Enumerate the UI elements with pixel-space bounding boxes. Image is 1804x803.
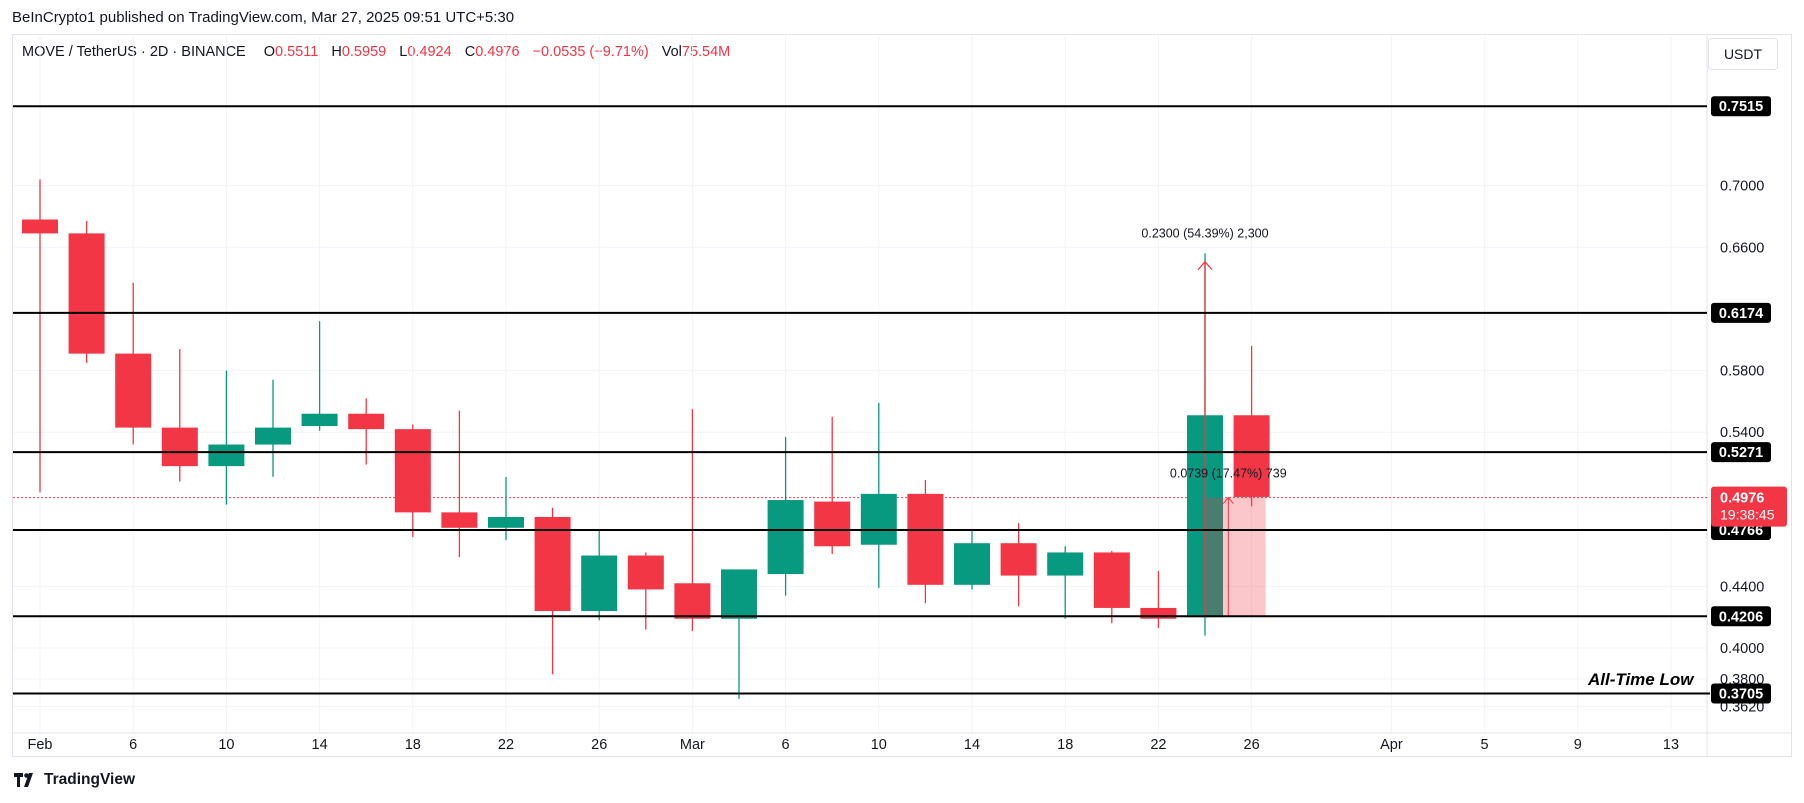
x-tick-label: 26 <box>1244 737 1260 753</box>
symbol-legend: MOVE / TetherUS · 2D · BINANCE O0.5511 H… <box>22 44 739 60</box>
x-tick-label: Mar <box>680 737 705 753</box>
publisher-line: BeInCrypto1 published on TradingView.com… <box>12 9 515 26</box>
candle-body <box>860 493 897 545</box>
all-time-low-annotation: All-Time Low <box>1588 670 1694 689</box>
candle-body <box>488 516 524 528</box>
level-badge <box>1711 302 1771 323</box>
x-tick-label: 9 <box>1574 737 1582 753</box>
candle-body <box>1000 543 1037 576</box>
level-badge <box>1711 442 1771 463</box>
x-tick-label: 14 <box>964 737 980 753</box>
last-price-label: 0.4976 <box>1720 491 1764 507</box>
candle-body <box>581 555 618 612</box>
x-tick-label: 10 <box>871 737 887 753</box>
measure-arrow-head <box>1197 260 1213 271</box>
low-label: L <box>399 44 408 60</box>
close-value: 0.4976 <box>475 44 520 60</box>
x-tick-label: 18 <box>405 737 421 753</box>
x-tick-label: 10 <box>218 737 234 753</box>
tradingview-brand[interactable]: TradingView <box>14 771 135 789</box>
x-tick-label: Feb <box>28 737 53 753</box>
candle-body <box>208 444 245 467</box>
y-tick-label: 0.4000 <box>1720 641 1764 657</box>
candle-body <box>1233 415 1270 497</box>
high-label: H <box>331 44 342 60</box>
close-label: C <box>464 44 476 60</box>
last-price-badge <box>1711 486 1787 527</box>
symbol-title[interactable]: MOVE / TetherUS · 2D · BINANCE <box>22 44 246 60</box>
candle-body <box>441 512 478 528</box>
x-tick-label: 18 <box>1057 737 1073 753</box>
volume-label: Vol <box>661 44 682 60</box>
x-tick-label: 22 <box>1150 737 1166 753</box>
level-badge-label: 0.7515 <box>1719 99 1763 115</box>
level-badge-label: 0.6174 <box>1719 306 1763 322</box>
currency-button[interactable]: USDT <box>1708 38 1778 70</box>
candle-body <box>394 429 431 513</box>
candle-body <box>68 233 105 354</box>
change-value: −0.0535 (−9.71%) <box>532 44 649 60</box>
candle-body <box>627 555 664 590</box>
x-tick-label: 6 <box>782 737 790 753</box>
candle-body <box>348 413 385 430</box>
x-tick-label: 6 <box>129 737 137 753</box>
level-badge <box>1711 606 1771 627</box>
level-badge <box>1711 96 1771 117</box>
y-tick-label: 0.3620 <box>1720 700 1764 716</box>
level-badge-label: 0.4206 <box>1719 609 1763 625</box>
candle-body <box>814 501 851 547</box>
candle-body <box>255 427 291 445</box>
candle-body <box>721 569 757 619</box>
measure-range-arrow-head <box>1222 496 1234 504</box>
x-tick-label: 26 <box>591 737 607 753</box>
x-tick-label: 22 <box>498 737 514 753</box>
x-tick-label: 13 <box>1663 737 1679 753</box>
volume-value: 75.54M <box>681 44 731 60</box>
x-tick-label: 5 <box>1481 737 1489 753</box>
x-tick-label: Apr <box>1380 737 1403 753</box>
open-label: O <box>263 44 276 60</box>
candle-body <box>22 219 58 234</box>
tradingview-logo-icon <box>14 773 33 787</box>
candle-body <box>115 353 152 428</box>
candle-body <box>954 543 990 585</box>
measure-label-2: 0.0739 (17.47%) 739 <box>1170 467 1287 481</box>
y-tick-label: 0.6600 <box>1720 240 1764 256</box>
measure-range-box <box>1203 497 1266 617</box>
candle-body <box>767 500 804 575</box>
low-value: 0.4924 <box>407 44 452 60</box>
y-tick-label: 0.7000 <box>1720 179 1764 195</box>
brand-name: TradingView <box>44 771 136 788</box>
candle-body <box>907 493 944 585</box>
candle-body <box>1047 552 1084 576</box>
candle-body <box>674 583 711 619</box>
measure-label-1: 0.2300 (54.39%) 2,300 <box>1141 227 1268 241</box>
candle-body <box>301 413 338 427</box>
candle-body <box>1140 607 1177 619</box>
level-badge-label: 0.4766 <box>1719 523 1763 539</box>
open-value: 0.5511 <box>275 44 319 60</box>
chart-frame <box>12 34 1792 757</box>
y-tick-label: 0.5400 <box>1720 425 1764 441</box>
level-badge <box>1711 683 1771 704</box>
candle-body <box>534 516 571 612</box>
y-tick-label: 0.5800 <box>1720 364 1764 380</box>
high-value: 0.5959 <box>341 44 387 60</box>
level-badge-label: 0.5271 <box>1719 445 1763 461</box>
candle-body <box>1093 552 1130 608</box>
candle-body <box>161 427 198 467</box>
level-badge-label: 0.3705 <box>1719 686 1763 702</box>
x-tick-label: 14 <box>312 737 328 753</box>
countdown-label: 19:38:45 <box>1720 507 1775 523</box>
y-tick-label: 0.4400 <box>1720 579 1764 595</box>
